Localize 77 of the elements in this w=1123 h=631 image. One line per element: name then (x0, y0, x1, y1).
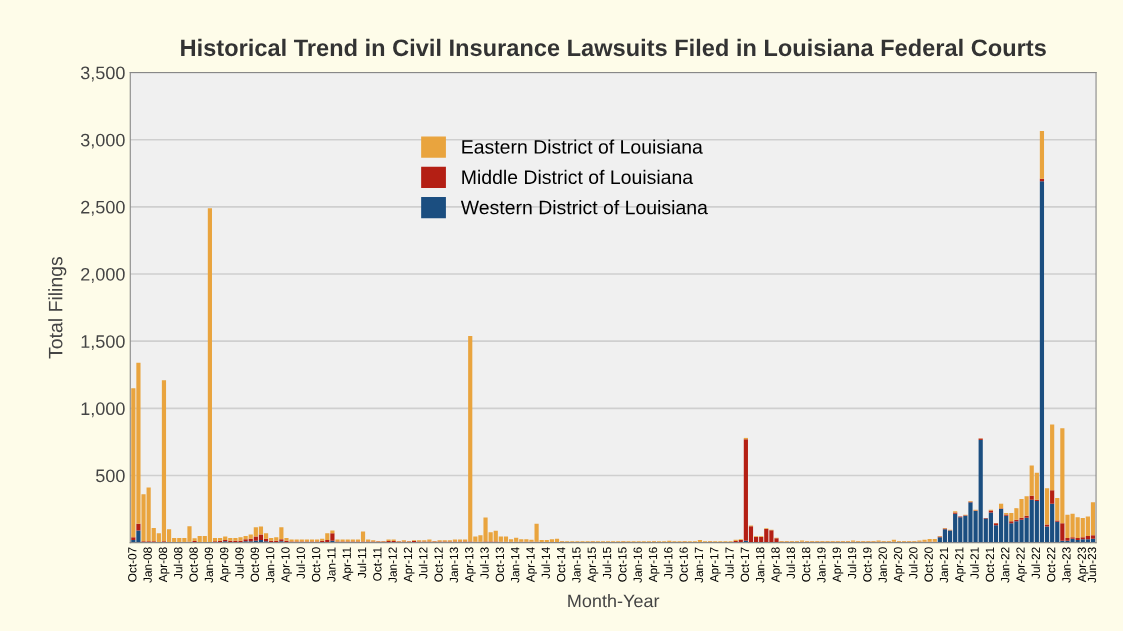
y-tick-label: 1,500 (81, 335, 125, 351)
x-tick-label: Jan-09 (204, 547, 214, 583)
y-tick-label: 1,000 (81, 402, 125, 418)
x-tick-label: Jul-08 (173, 547, 183, 579)
x-tick-label: Oct-14 (556, 547, 566, 582)
y-tick-label: 2,500 (81, 200, 125, 216)
x-tick-label: Jul-22 (1031, 547, 1040, 579)
x-tick-label: Apr-19 (832, 547, 844, 583)
x-axis-title: Month-Year (568, 594, 660, 608)
x-tick-label: Oct-20 (924, 547, 933, 582)
x-tick-label: Jan-08 (143, 547, 152, 583)
x-tick-label: Oct-19 (863, 547, 872, 582)
y-tick-label: 3,500 (80, 66, 125, 82)
x-tick-label: Apr-23 (1077, 547, 1089, 583)
x-tick-label: Oct-18 (801, 547, 811, 582)
x-tick-label: Jan-17 (694, 547, 704, 583)
x-tick-label: Jul-20 (908, 547, 918, 579)
x-tick-label: Apr-09 (220, 547, 231, 583)
x-tick-label: Apr-13 (465, 547, 476, 583)
x-tick-label: Jan-12 (388, 547, 397, 583)
y-tick-label: 500 (96, 469, 125, 483)
x-tick-label: Oct-11 (373, 547, 382, 581)
x-tick-label: Oct-07 (128, 547, 137, 582)
x-tick-label: Jul-17 (725, 547, 734, 579)
x-tick-label: Jul-12 (418, 547, 428, 579)
x-tick-label: Jan-16 (633, 547, 642, 583)
x-tick-label: Oct-15 (618, 547, 627, 582)
x-tick-label: Apr-12 (403, 547, 415, 583)
x-tick-label: Jul-14 (541, 547, 550, 579)
x-tick-label: Jan-19 (817, 547, 826, 583)
x-tick-label: Apr-20 (893, 547, 905, 583)
x-tick-label: Apr-14 (526, 547, 537, 583)
x-tick-label: Oct-08 (189, 547, 198, 582)
x-tick-label: Jan-11 (327, 547, 336, 582)
x-tick-label: Jul-10 (296, 547, 305, 579)
x-tick-label: Jan-13 (449, 547, 459, 583)
x-tick-label: Jan-20 (878, 547, 887, 583)
x-tick-label: Jul-13 (480, 547, 489, 579)
x-tick-label: Apr-17 (710, 547, 721, 583)
x-tick-label: Jan-22 (1001, 547, 1010, 583)
x-tick-label: Jun-23 (1087, 547, 1097, 583)
x-tick-label: Apr-16 (648, 547, 660, 583)
x-tick-label: Apr-18 (771, 547, 783, 583)
x-tick-label: Apr-22 (1016, 547, 1028, 583)
x-tick-label: Apr-11 (342, 547, 354, 582)
y-tick-label: 2,000 (81, 267, 125, 283)
x-tick-label: Jan-10 (265, 547, 275, 583)
x-tick-label: Oct-10 (311, 547, 321, 582)
legend-label: Western District of Louisiana (460, 200, 708, 215)
x-tick-label: Jul-15 (602, 547, 612, 579)
x-tick-label: Jul-21 (970, 547, 979, 579)
x-tick-label: Jul-18 (786, 547, 795, 579)
x-tick-label: Jul-16 (663, 547, 673, 579)
x-tick-label: Apr-10 (281, 547, 292, 583)
legend-label: Eastern District of Louisiana (462, 139, 703, 154)
x-tick-label: Oct-22 (1046, 547, 1056, 582)
x-tick-label: Jul-11 (357, 547, 367, 578)
x-tick-label: Jan-18 (756, 547, 765, 583)
x-tick-label: Apr-08 (158, 547, 170, 583)
x-tick-label: Jan-21 (939, 547, 949, 583)
chart-title: Historical Trend in Civil Insurance Lawsuits Filed in Louisiana Federal Courts (181, 38, 1046, 57)
x-tick-label: Apr-15 (587, 547, 599, 583)
y-tick-label: 3,000 (80, 133, 125, 149)
x-tick-label: Apr-21 (955, 547, 966, 583)
x-tick-label: Jan-14 (511, 547, 520, 583)
x-tick-label: Oct-13 (495, 547, 505, 582)
x-tick-label: Jul-09 (235, 547, 244, 579)
x-tick-label: Jan-15 (572, 547, 581, 583)
x-tick-label: Oct-17 (740, 547, 750, 582)
x-tick-label: Jan-23 (1062, 547, 1071, 583)
x-tick-label: Oct-21 (985, 547, 995, 582)
x-tick-label: Oct-09 (250, 547, 260, 582)
x-tick-label: Oct-16 (679, 547, 688, 582)
x-tick-label: Oct-12 (434, 547, 443, 582)
legend-label: Middle District of Louisiana (462, 169, 694, 185)
x-tick-label: Jul-19 (847, 547, 857, 579)
y-axis-title: Total Filings (48, 256, 67, 359)
